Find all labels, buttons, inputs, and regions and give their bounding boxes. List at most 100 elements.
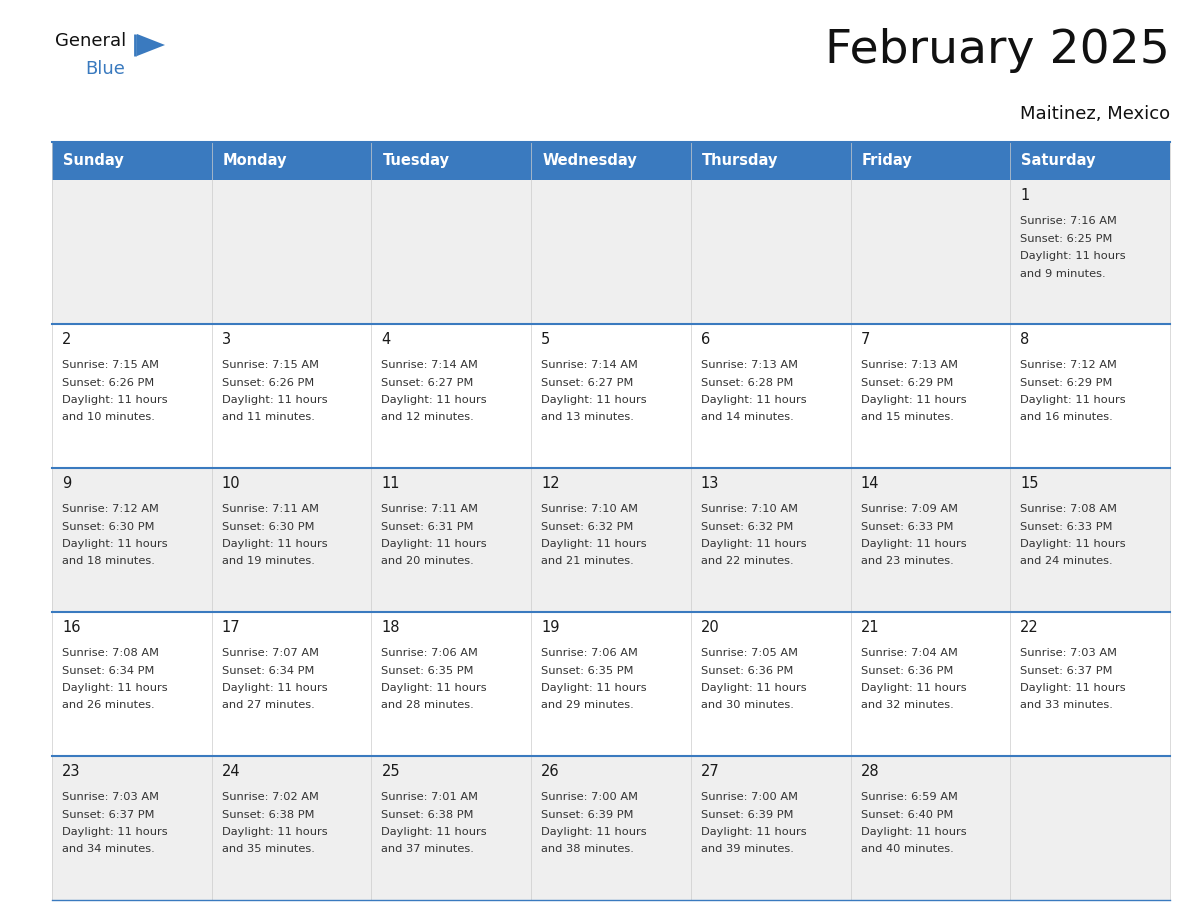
Polygon shape: [137, 34, 165, 56]
Text: Sunset: 6:29 PM: Sunset: 6:29 PM: [860, 377, 953, 387]
Text: and 12 minutes.: and 12 minutes.: [381, 412, 474, 422]
Text: Sunset: 6:38 PM: Sunset: 6:38 PM: [381, 810, 474, 820]
Text: Tuesday: Tuesday: [383, 153, 449, 169]
Text: Daylight: 11 hours: Daylight: 11 hours: [542, 827, 646, 837]
Text: and 26 minutes.: and 26 minutes.: [62, 700, 154, 711]
Text: 21: 21: [860, 620, 879, 635]
Text: Sunrise: 7:05 AM: Sunrise: 7:05 AM: [701, 648, 798, 658]
Text: and 16 minutes.: and 16 minutes.: [1020, 412, 1113, 422]
Bar: [851, 180, 1010, 324]
Text: Sunrise: 7:13 AM: Sunrise: 7:13 AM: [701, 360, 798, 370]
Bar: [52, 180, 211, 324]
Bar: [372, 324, 531, 468]
Text: Thursday: Thursday: [702, 153, 778, 169]
Text: Sunset: 6:40 PM: Sunset: 6:40 PM: [860, 810, 953, 820]
Text: and 33 minutes.: and 33 minutes.: [1020, 700, 1113, 711]
Text: 17: 17: [222, 620, 240, 635]
Text: Sunset: 6:32 PM: Sunset: 6:32 PM: [701, 521, 794, 532]
Bar: [372, 142, 531, 180]
Text: Sunrise: 7:15 AM: Sunrise: 7:15 AM: [62, 360, 159, 370]
Text: Sunrise: 7:11 AM: Sunrise: 7:11 AM: [381, 504, 479, 514]
Text: Saturday: Saturday: [1022, 153, 1097, 169]
Text: Sunset: 6:26 PM: Sunset: 6:26 PM: [222, 377, 314, 387]
Text: 23: 23: [62, 764, 81, 779]
Text: 19: 19: [542, 620, 560, 635]
Text: and 9 minutes.: and 9 minutes.: [1020, 268, 1106, 278]
Text: Sunset: 6:37 PM: Sunset: 6:37 PM: [62, 810, 154, 820]
Text: Daylight: 11 hours: Daylight: 11 hours: [860, 539, 966, 549]
Text: 22: 22: [1020, 620, 1040, 635]
Text: 14: 14: [860, 476, 879, 491]
Text: Sunset: 6:38 PM: Sunset: 6:38 PM: [222, 810, 314, 820]
Text: 15: 15: [1020, 476, 1038, 491]
Text: Sunrise: 6:59 AM: Sunrise: 6:59 AM: [860, 792, 958, 802]
Text: Daylight: 11 hours: Daylight: 11 hours: [701, 539, 807, 549]
Text: Sunrise: 7:09 AM: Sunrise: 7:09 AM: [860, 504, 958, 514]
Text: Daylight: 11 hours: Daylight: 11 hours: [1020, 251, 1126, 261]
Bar: [691, 612, 851, 756]
Text: 1: 1: [1020, 188, 1030, 203]
Bar: [851, 468, 1010, 612]
Text: Sunset: 6:26 PM: Sunset: 6:26 PM: [62, 377, 154, 387]
Text: and 14 minutes.: and 14 minutes.: [701, 412, 794, 422]
Bar: [691, 142, 851, 180]
Bar: [52, 324, 211, 468]
Text: Daylight: 11 hours: Daylight: 11 hours: [1020, 683, 1126, 693]
Text: 26: 26: [542, 764, 560, 779]
Text: Daylight: 11 hours: Daylight: 11 hours: [1020, 539, 1126, 549]
Text: 10: 10: [222, 476, 240, 491]
Text: 3: 3: [222, 332, 230, 347]
Text: Daylight: 11 hours: Daylight: 11 hours: [542, 539, 646, 549]
Text: and 22 minutes.: and 22 minutes.: [701, 556, 794, 566]
Text: 11: 11: [381, 476, 400, 491]
Text: Sunset: 6:31 PM: Sunset: 6:31 PM: [381, 521, 474, 532]
Text: Sunset: 6:27 PM: Sunset: 6:27 PM: [542, 377, 633, 387]
Text: Sunset: 6:35 PM: Sunset: 6:35 PM: [381, 666, 474, 676]
Bar: [372, 756, 531, 900]
Bar: [851, 612, 1010, 756]
Text: Sunrise: 7:11 AM: Sunrise: 7:11 AM: [222, 504, 318, 514]
Text: and 40 minutes.: and 40 minutes.: [860, 845, 953, 855]
Text: Daylight: 11 hours: Daylight: 11 hours: [860, 827, 966, 837]
Bar: [1010, 324, 1170, 468]
Bar: [211, 612, 372, 756]
Bar: [531, 612, 691, 756]
Bar: [531, 142, 691, 180]
Text: General: General: [55, 32, 126, 50]
Text: Sunset: 6:32 PM: Sunset: 6:32 PM: [542, 521, 633, 532]
Text: Sunrise: 7:16 AM: Sunrise: 7:16 AM: [1020, 216, 1117, 226]
Text: 12: 12: [542, 476, 560, 491]
Text: Sunset: 6:36 PM: Sunset: 6:36 PM: [860, 666, 953, 676]
Text: 28: 28: [860, 764, 879, 779]
Text: Sunset: 6:33 PM: Sunset: 6:33 PM: [860, 521, 953, 532]
Text: 20: 20: [701, 620, 720, 635]
Bar: [211, 324, 372, 468]
Text: 27: 27: [701, 764, 720, 779]
Bar: [851, 324, 1010, 468]
Text: Sunset: 6:34 PM: Sunset: 6:34 PM: [222, 666, 314, 676]
Text: Daylight: 11 hours: Daylight: 11 hours: [860, 683, 966, 693]
Text: Sunset: 6:28 PM: Sunset: 6:28 PM: [701, 377, 794, 387]
Text: and 15 minutes.: and 15 minutes.: [860, 412, 954, 422]
Text: and 29 minutes.: and 29 minutes.: [542, 700, 634, 711]
Text: Daylight: 11 hours: Daylight: 11 hours: [62, 539, 168, 549]
Text: 7: 7: [860, 332, 870, 347]
Text: Sunrise: 7:06 AM: Sunrise: 7:06 AM: [542, 648, 638, 658]
Text: Sunset: 6:39 PM: Sunset: 6:39 PM: [542, 810, 633, 820]
Text: Daylight: 11 hours: Daylight: 11 hours: [381, 539, 487, 549]
Text: and 24 minutes.: and 24 minutes.: [1020, 556, 1113, 566]
Text: Daylight: 11 hours: Daylight: 11 hours: [542, 683, 646, 693]
Bar: [52, 756, 211, 900]
Text: Sunrise: 7:12 AM: Sunrise: 7:12 AM: [1020, 360, 1117, 370]
Text: Sunset: 6:35 PM: Sunset: 6:35 PM: [542, 666, 633, 676]
Text: Daylight: 11 hours: Daylight: 11 hours: [542, 395, 646, 405]
Text: Daylight: 11 hours: Daylight: 11 hours: [1020, 395, 1126, 405]
Bar: [691, 324, 851, 468]
Text: 9: 9: [62, 476, 71, 491]
Text: Sunrise: 7:02 AM: Sunrise: 7:02 AM: [222, 792, 318, 802]
Text: Sunset: 6:34 PM: Sunset: 6:34 PM: [62, 666, 154, 676]
Text: and 30 minutes.: and 30 minutes.: [701, 700, 794, 711]
Text: Sunday: Sunday: [63, 153, 124, 169]
Text: Daylight: 11 hours: Daylight: 11 hours: [222, 827, 328, 837]
Text: and 37 minutes.: and 37 minutes.: [381, 845, 474, 855]
